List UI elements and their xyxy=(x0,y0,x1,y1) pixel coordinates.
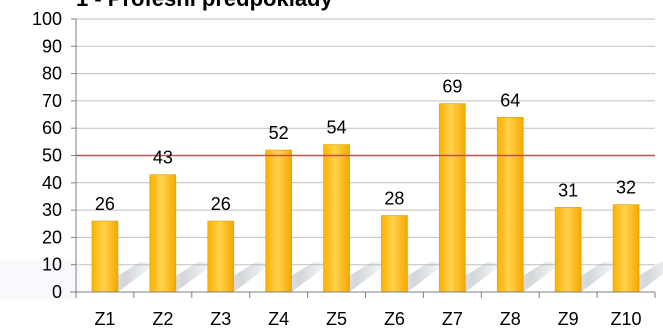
x-tick-label: Z5 xyxy=(326,309,347,329)
y-tick-label: 70 xyxy=(42,91,62,111)
chart-title: 1 - Profesní předpoklady xyxy=(76,0,333,12)
data-label: 26 xyxy=(95,194,115,214)
data-label: 28 xyxy=(384,189,404,209)
data-labels: 26 43 26 52 54 28 69 64 31 32 xyxy=(95,77,636,214)
bar-z3 xyxy=(207,220,235,293)
x-tick-label: Z1 xyxy=(94,309,115,329)
bar-z2 xyxy=(149,174,177,293)
data-label: 64 xyxy=(500,90,520,110)
x-tick-label: Z4 xyxy=(268,309,289,329)
bar-z8 xyxy=(496,116,524,293)
y-tick-label: 10 xyxy=(42,255,62,275)
y-tick-label: 60 xyxy=(42,118,62,138)
x-tick-label: Z2 xyxy=(152,309,173,329)
y-tick-label: 30 xyxy=(42,200,62,220)
data-label: 32 xyxy=(616,178,636,198)
x-tick-label: Z10 xyxy=(611,309,642,329)
y-tick-label: 0 xyxy=(52,282,62,302)
data-label: 43 xyxy=(153,148,173,168)
bar-z6 xyxy=(381,215,408,293)
bars xyxy=(91,103,640,293)
y-tick-labels: 0 10 20 30 40 50 60 70 80 90 100 xyxy=(32,9,62,302)
bar-z10 xyxy=(612,204,640,293)
data-label: 26 xyxy=(211,194,231,214)
data-label: 31 xyxy=(558,180,578,200)
bar-z1 xyxy=(91,220,119,293)
bar-z9 xyxy=(554,207,582,293)
y-tick-label: 80 xyxy=(42,64,62,84)
x-tick-label: Z7 xyxy=(442,309,463,329)
decorative-fade xyxy=(0,260,80,300)
y-tick-label: 20 xyxy=(42,227,62,247)
data-label: 54 xyxy=(327,118,347,138)
y-tick-label: 40 xyxy=(42,173,62,193)
x-tick-label: Z9 xyxy=(558,309,579,329)
x-tick-label: Z8 xyxy=(500,309,521,329)
x-tick-labels: Z1 Z2 Z3 Z4 Z5 Z6 Z7 Z8 Z9 Z10 xyxy=(94,309,641,329)
y-tick-label: 100 xyxy=(32,9,62,29)
bar-z7 xyxy=(439,103,466,293)
axes xyxy=(70,18,656,298)
data-label: 52 xyxy=(269,123,289,143)
bar-z5 xyxy=(323,144,350,293)
x-tick-label: Z6 xyxy=(384,309,405,329)
x-tick-label: Z3 xyxy=(210,309,231,329)
y-tick-label: 90 xyxy=(42,36,62,56)
data-label: 69 xyxy=(442,77,462,97)
y-tick-label: 50 xyxy=(42,146,62,166)
bar-z4 xyxy=(265,149,292,293)
